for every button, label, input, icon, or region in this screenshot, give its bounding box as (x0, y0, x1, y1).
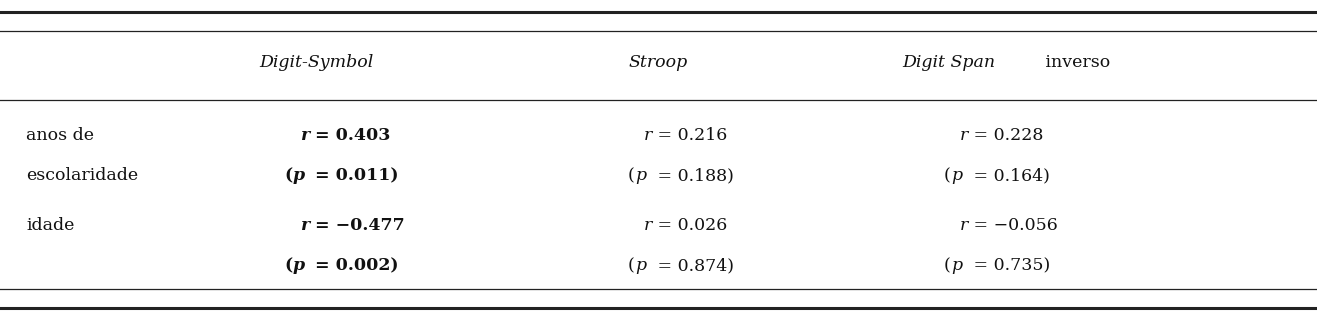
Text: escolaridade: escolaridade (26, 167, 138, 184)
Text: = 0.403: = 0.403 (309, 127, 391, 144)
Text: p: p (635, 258, 645, 274)
Text: r: r (960, 217, 968, 234)
Text: idade: idade (26, 217, 75, 234)
Text: Stroop: Stroop (630, 54, 687, 71)
Text: = 0.735): = 0.735) (968, 258, 1050, 274)
Text: = 0.026: = 0.026 (652, 217, 727, 234)
Text: p: p (292, 167, 304, 184)
Text: r: r (960, 127, 968, 144)
Text: = −0.056: = −0.056 (968, 217, 1058, 234)
Text: r: r (644, 127, 652, 144)
Text: = 0.164): = 0.164) (968, 167, 1050, 184)
Text: (: ( (944, 167, 951, 184)
Text: = 0.188): = 0.188) (652, 167, 734, 184)
Text: = 0.216: = 0.216 (652, 127, 727, 144)
Text: = 0.002): = 0.002) (309, 258, 399, 274)
Text: (: ( (284, 258, 292, 274)
Text: p: p (951, 258, 961, 274)
Text: p: p (292, 258, 304, 274)
Text: = 0.874): = 0.874) (652, 258, 734, 274)
Text: r: r (644, 217, 652, 234)
Text: = 0.228: = 0.228 (968, 127, 1043, 144)
Text: p: p (635, 167, 645, 184)
Text: (: ( (944, 258, 951, 274)
Text: = −0.477: = −0.477 (309, 217, 406, 234)
Text: (: ( (284, 167, 292, 184)
Text: inverso: inverso (1040, 54, 1110, 71)
Text: r: r (300, 217, 309, 234)
Text: r: r (300, 127, 309, 144)
Text: p: p (951, 167, 961, 184)
Text: Digit-Symbol: Digit-Symbol (259, 54, 373, 71)
Text: = 0.011): = 0.011) (309, 167, 399, 184)
Text: (: ( (628, 258, 635, 274)
Text: anos de: anos de (26, 127, 95, 144)
Text: Digit Span: Digit Span (902, 54, 996, 71)
Text: (: ( (628, 167, 635, 184)
